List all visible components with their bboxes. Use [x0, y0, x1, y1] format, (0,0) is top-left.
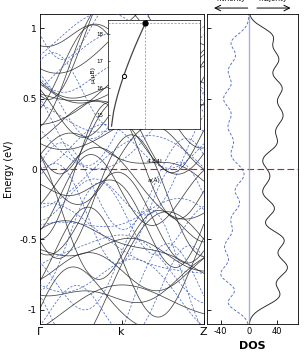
X-axis label: DOS: DOS	[239, 341, 266, 351]
Text: minority: minority	[217, 0, 246, 2]
Text: majority: majority	[259, 0, 288, 2]
Y-axis label: Energy (eV): Energy (eV)	[4, 140, 14, 198]
